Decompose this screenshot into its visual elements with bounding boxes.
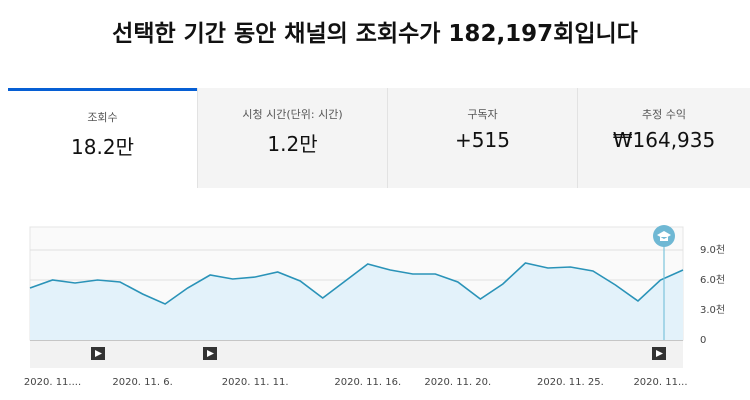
chart: 0 3.0천 6.0천 9.0천 2020. 11.... 2020. 11. 6. 202…	[24, 225, 725, 388]
area	[30, 263, 683, 340]
page-title: 선택한 기간 동안 채널의 조회수가 182,197회입니다	[112, 21, 638, 47]
tab[interactable]: 시청 시간(단위: 시간) 1.2만	[197, 88, 387, 188]
tab-value: +515	[455, 128, 510, 152]
x-tick-label: 2020. 11. 6.	[112, 377, 172, 388]
tab-label: 조회수	[87, 111, 118, 124]
tab-value: ₩164,935	[612, 128, 716, 152]
x-tick-label: 2020. 11....	[24, 377, 81, 388]
tab-label: 추정 수익	[642, 108, 686, 121]
y-tick-label: 6.0천	[700, 274, 725, 286]
tab-label: 구독자	[467, 108, 498, 121]
y-tick-label: 3.0천	[700, 304, 725, 316]
x-tick-label: 2020. 11. 16.	[334, 377, 401, 388]
tab[interactable]: 추정 수익 ₩164,935	[577, 88, 750, 188]
x-tick-label: 2020. 11...	[633, 377, 687, 388]
video-strip	[30, 340, 683, 368]
y-tick-label: 0	[700, 335, 706, 346]
x-tick-label: 2020. 11. 20.	[424, 377, 491, 388]
tab-value: 18.2만	[71, 135, 134, 159]
line	[29, 262, 684, 305]
tab[interactable]: 조회수 18.2만	[8, 88, 197, 188]
x-tick-label: 2020. 11. 11.	[222, 377, 289, 388]
tab-label: 시청 시간(단위: 시간)	[242, 108, 343, 121]
y-tick-label: 9.0천	[700, 244, 725, 256]
x-tick-label: 2020. 11. 25.	[537, 377, 604, 388]
tab-value: 1.2만	[267, 132, 318, 156]
tab[interactable]: 구독자 +515	[387, 88, 577, 188]
video-markers	[91, 347, 666, 360]
milestone-glyph	[657, 231, 671, 241]
